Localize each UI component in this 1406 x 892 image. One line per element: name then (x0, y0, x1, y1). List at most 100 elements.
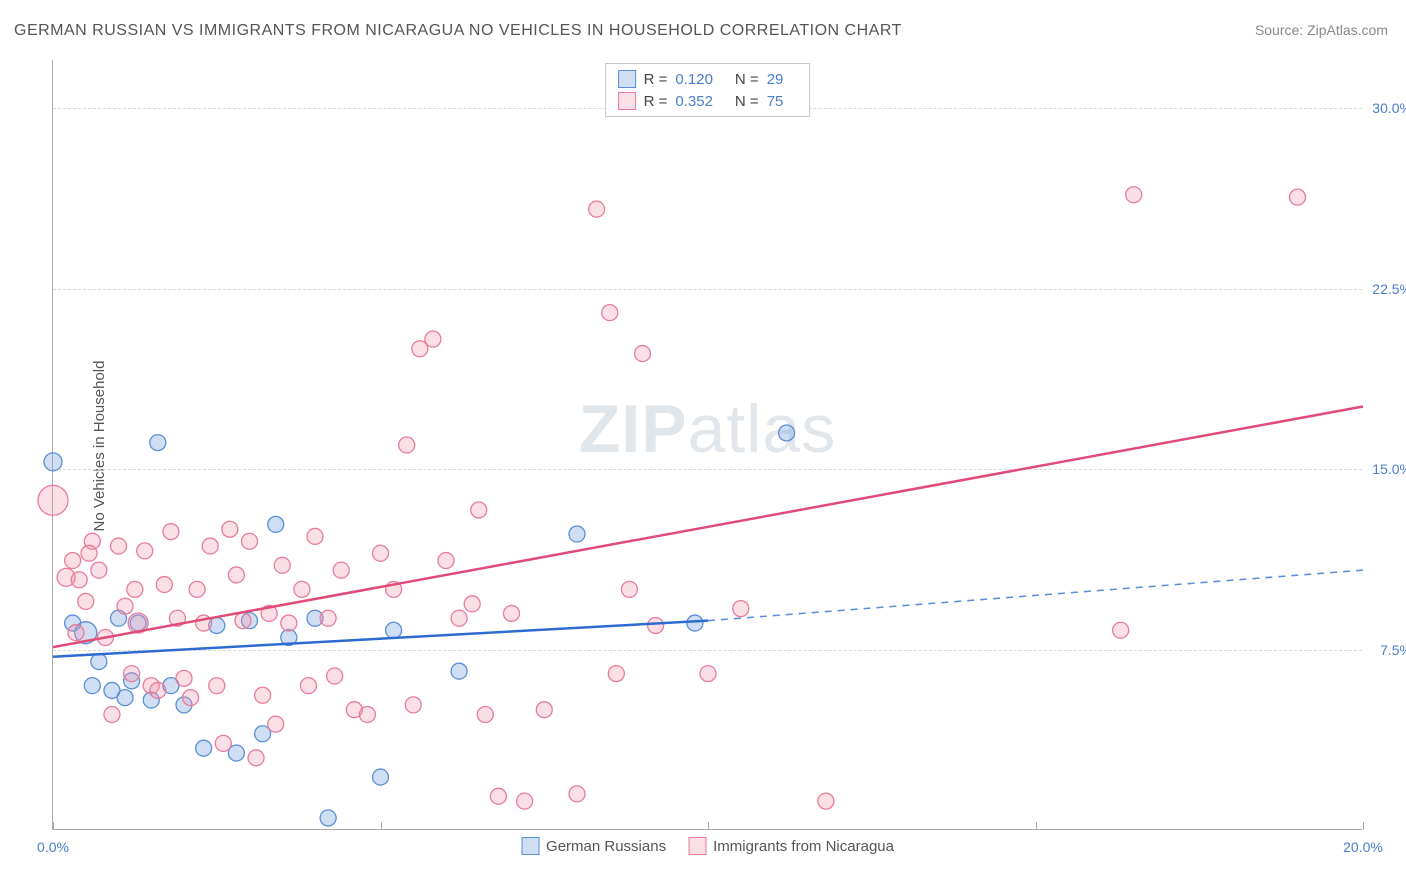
source-attribution: Source: ZipAtlas.com (1255, 22, 1388, 38)
scatter-point (399, 437, 415, 453)
ytick-label: 15.0% (1372, 461, 1406, 477)
trend-line (53, 407, 1363, 648)
scatter-point (209, 678, 225, 694)
scatter-point (202, 538, 218, 554)
stat-r-label: R = (644, 71, 668, 88)
scatter-point (300, 678, 316, 694)
trend-line-extension (708, 570, 1363, 621)
swatch-series-0 (618, 70, 636, 88)
stat-n-value-1: 75 (767, 93, 784, 110)
chart-title: GERMAN RUSSIAN VS IMMIGRANTS FROM NICARA… (14, 22, 902, 40)
legend-item-1: Immigrants from Nicaragua (688, 837, 894, 855)
scatter-point (124, 666, 140, 682)
scatter-point (412, 341, 428, 357)
scatter-point (268, 716, 284, 732)
scatter-point (602, 305, 618, 321)
scatter-point (176, 670, 192, 686)
scatter-point (104, 707, 120, 723)
scatter-point (635, 346, 651, 362)
scatter-point (700, 666, 716, 682)
scatter-point (228, 567, 244, 583)
legend-swatch-0 (521, 837, 539, 855)
scatter-point (333, 562, 349, 578)
stat-r-value-1: 0.352 (675, 93, 713, 110)
ytick-label: 7.5% (1380, 642, 1406, 658)
legend-label-0: German Russians (546, 838, 666, 855)
scatter-point (1126, 187, 1142, 203)
ytick-label: 30.0% (1372, 100, 1406, 116)
scatter-point (621, 581, 637, 597)
stat-r-value-0: 0.120 (675, 71, 713, 88)
scatter-point (471, 502, 487, 518)
scatter-point (373, 769, 389, 785)
scatter-point (156, 577, 172, 593)
scatter-point (386, 622, 402, 638)
stat-n-label: N = (735, 93, 759, 110)
scatter-point (127, 581, 143, 597)
scatter-point (536, 702, 552, 718)
stats-row-1: R = 0.352 N = 75 (618, 90, 798, 112)
scatter-point (569, 786, 585, 802)
scatter-point (111, 538, 127, 554)
scatter-point (569, 526, 585, 542)
scatter-point (320, 610, 336, 626)
stat-n-value-0: 29 (767, 71, 784, 88)
scatter-point (779, 425, 795, 441)
scatter-point (307, 528, 323, 544)
scatter-point (71, 572, 87, 588)
scatter-point (150, 682, 166, 698)
scatter-point (608, 666, 624, 682)
legend-item-0: German Russians (521, 837, 666, 855)
scatter-point (359, 707, 375, 723)
scatter-point (44, 453, 62, 471)
scatter-point (196, 740, 212, 756)
scatter-point (268, 516, 284, 532)
plot-area: ZIPatlas 7.5%15.0%22.5%30.0% 0.0%20.0% R… (52, 60, 1362, 830)
scatter-point (504, 605, 520, 621)
scatter-point (189, 581, 205, 597)
scatter-point (84, 678, 100, 694)
xtick-label: 0.0% (37, 839, 69, 855)
scatter-point (255, 687, 271, 703)
scatter-point (281, 615, 297, 631)
scatter-point (215, 735, 231, 751)
scatter-point (235, 613, 251, 629)
scatter-point (150, 435, 166, 451)
scatter-point (589, 201, 605, 217)
scatter-point (1113, 622, 1129, 638)
scatter-point (687, 615, 703, 631)
scatter-point (78, 593, 94, 609)
scatter-point (163, 524, 179, 540)
scatter-point (222, 521, 238, 537)
xtick-label: 20.0% (1343, 839, 1383, 855)
scatter-point (65, 553, 81, 569)
scatter-point (818, 793, 834, 809)
scatter-point (451, 663, 467, 679)
scatter-point (320, 810, 336, 826)
scatter-point (733, 601, 749, 617)
scatter-point (327, 668, 343, 684)
stats-row-0: R = 0.120 N = 29 (618, 68, 798, 90)
scatter-point (648, 617, 664, 633)
ytick-label: 22.5% (1372, 281, 1406, 297)
stats-legend: R = 0.120 N = 29 R = 0.352 N = 75 (605, 63, 811, 117)
scatter-point (117, 690, 133, 706)
bottom-legend: German Russians Immigrants from Nicaragu… (521, 837, 894, 855)
scatter-point (274, 557, 290, 573)
scatter-point (248, 750, 264, 766)
scatter-point (137, 543, 153, 559)
trend-line (53, 621, 708, 657)
scatter-point (490, 788, 506, 804)
scatter-point (477, 707, 493, 723)
scatter-point (68, 625, 84, 641)
stat-r-label: R = (644, 93, 668, 110)
scatter-point (117, 598, 133, 614)
scatter-point (242, 533, 258, 549)
scatter-point (81, 545, 97, 561)
legend-swatch-1 (688, 837, 706, 855)
scatter-point (1290, 189, 1306, 205)
chart-svg (53, 60, 1362, 829)
scatter-point (183, 690, 199, 706)
scatter-point (91, 562, 107, 578)
scatter-point (464, 596, 480, 612)
